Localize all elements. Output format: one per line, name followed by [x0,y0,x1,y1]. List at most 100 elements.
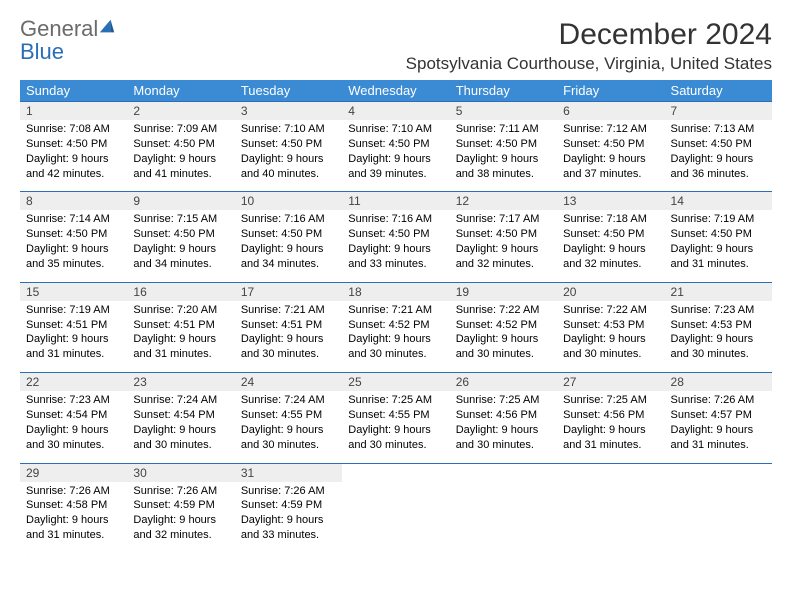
sunrise-line: Sunrise: 7:16 AM [348,212,443,227]
sunset-line: Sunset: 4:51 PM [241,318,336,333]
daylight-line: Daylight: 9 hours and 41 minutes. [133,152,228,182]
day-number-cell: 12 [450,192,557,211]
day-number-row: 22232425262728 [20,373,772,392]
day-number-cell: 22 [20,373,127,392]
day-body-cell [665,482,772,553]
day-body-cell: Sunrise: 7:25 AMSunset: 4:55 PMDaylight:… [342,391,449,463]
sunset-line: Sunset: 4:50 PM [456,227,551,242]
day-body-row: Sunrise: 7:19 AMSunset: 4:51 PMDaylight:… [20,301,772,373]
day-number-cell: 1 [20,102,127,121]
logo-text-general: General [20,16,98,41]
day-number-cell: 30 [127,463,234,482]
day-body-cell: Sunrise: 7:19 AMSunset: 4:51 PMDaylight:… [20,301,127,373]
day-number-cell: 5 [450,102,557,121]
sunrise-line: Sunrise: 7:26 AM [671,393,766,408]
logo-text-blue: Blue [20,39,64,64]
sunset-line: Sunset: 4:50 PM [133,137,228,152]
day-number-cell: 6 [557,102,664,121]
day-number-row: 15161718192021 [20,282,772,301]
day-number-cell: 20 [557,282,664,301]
day-body-cell: Sunrise: 7:24 AMSunset: 4:54 PMDaylight:… [127,391,234,463]
sunset-line: Sunset: 4:59 PM [241,498,336,513]
sunset-line: Sunset: 4:51 PM [26,318,121,333]
month-title: December 2024 [406,18,772,52]
sunset-line: Sunset: 4:53 PM [563,318,658,333]
day-number-cell: 3 [235,102,342,121]
daylight-line: Daylight: 9 hours and 31 minutes. [671,423,766,453]
sunrise-line: Sunrise: 7:14 AM [26,212,121,227]
day-number-cell: 2 [127,102,234,121]
day-body-cell: Sunrise: 7:10 AMSunset: 4:50 PMDaylight:… [235,120,342,192]
daylight-line: Daylight: 9 hours and 33 minutes. [241,513,336,543]
day-body-cell: Sunrise: 7:22 AMSunset: 4:53 PMDaylight:… [557,301,664,373]
daylight-line: Daylight: 9 hours and 37 minutes. [563,152,658,182]
day-number-cell: 29 [20,463,127,482]
daylight-line: Daylight: 9 hours and 30 minutes. [241,423,336,453]
daylight-line: Daylight: 9 hours and 30 minutes. [671,332,766,362]
sunrise-line: Sunrise: 7:08 AM [26,122,121,137]
day-body-cell [450,482,557,553]
sunset-line: Sunset: 4:50 PM [26,227,121,242]
day-number-row: 293031 [20,463,772,482]
sunset-line: Sunset: 4:50 PM [26,137,121,152]
day-body-cell: Sunrise: 7:26 AMSunset: 4:59 PMDaylight:… [127,482,234,553]
daylight-line: Daylight: 9 hours and 30 minutes. [348,423,443,453]
day-body-cell: Sunrise: 7:09 AMSunset: 4:50 PMDaylight:… [127,120,234,192]
day-number-cell: 11 [342,192,449,211]
sunset-line: Sunset: 4:50 PM [348,137,443,152]
day-body-cell: Sunrise: 7:21 AMSunset: 4:52 PMDaylight:… [342,301,449,373]
daylight-line: Daylight: 9 hours and 30 minutes. [241,332,336,362]
daylight-line: Daylight: 9 hours and 30 minutes. [456,423,551,453]
sunset-line: Sunset: 4:50 PM [241,227,336,242]
sunset-line: Sunset: 4:52 PM [348,318,443,333]
daylight-line: Daylight: 9 hours and 34 minutes. [133,242,228,272]
daylight-line: Daylight: 9 hours and 38 minutes. [456,152,551,182]
sunrise-line: Sunrise: 7:25 AM [456,393,551,408]
daylight-line: Daylight: 9 hours and 32 minutes. [456,242,551,272]
day-number-cell: 26 [450,373,557,392]
sunset-line: Sunset: 4:56 PM [563,408,658,423]
sunrise-line: Sunrise: 7:21 AM [348,303,443,318]
sunrise-line: Sunrise: 7:15 AM [133,212,228,227]
day-body-cell: Sunrise: 7:26 AMSunset: 4:57 PMDaylight:… [665,391,772,463]
day-header-tuesday: Tuesday [235,80,342,102]
day-header-monday: Monday [127,80,234,102]
daylight-line: Daylight: 9 hours and 33 minutes. [348,242,443,272]
day-header-saturday: Saturday [665,80,772,102]
daylight-line: Daylight: 9 hours and 31 minutes. [26,513,121,543]
day-body-cell: Sunrise: 7:14 AMSunset: 4:50 PMDaylight:… [20,210,127,282]
day-body-cell: Sunrise: 7:08 AMSunset: 4:50 PMDaylight:… [20,120,127,192]
day-body-cell [557,482,664,553]
sunrise-line: Sunrise: 7:18 AM [563,212,658,227]
day-body-cell: Sunrise: 7:16 AMSunset: 4:50 PMDaylight:… [342,210,449,282]
sunset-line: Sunset: 4:59 PM [133,498,228,513]
day-body-cell: Sunrise: 7:11 AMSunset: 4:50 PMDaylight:… [450,120,557,192]
day-header-friday: Friday [557,80,664,102]
sunset-line: Sunset: 4:54 PM [26,408,121,423]
sunset-line: Sunset: 4:50 PM [348,227,443,242]
sunset-line: Sunset: 4:58 PM [26,498,121,513]
sunrise-line: Sunrise: 7:19 AM [671,212,766,227]
sunrise-line: Sunrise: 7:10 AM [241,122,336,137]
day-body-cell: Sunrise: 7:25 AMSunset: 4:56 PMDaylight:… [450,391,557,463]
sunset-line: Sunset: 4:54 PM [133,408,228,423]
day-body-cell: Sunrise: 7:25 AMSunset: 4:56 PMDaylight:… [557,391,664,463]
day-body-cell: Sunrise: 7:23 AMSunset: 4:53 PMDaylight:… [665,301,772,373]
sunset-line: Sunset: 4:51 PM [133,318,228,333]
day-number-cell: 21 [665,282,772,301]
day-body-cell: Sunrise: 7:21 AMSunset: 4:51 PMDaylight:… [235,301,342,373]
sunset-line: Sunset: 4:50 PM [671,137,766,152]
daylight-line: Daylight: 9 hours and 31 minutes. [133,332,228,362]
sunrise-line: Sunrise: 7:09 AM [133,122,228,137]
day-number-row: 1234567 [20,102,772,121]
day-number-row: 891011121314 [20,192,772,211]
day-body-cell: Sunrise: 7:26 AMSunset: 4:59 PMDaylight:… [235,482,342,553]
day-number-cell: 8 [20,192,127,211]
daylight-line: Daylight: 9 hours and 31 minutes. [26,332,121,362]
day-number-cell [665,463,772,482]
day-header-wednesday: Wednesday [342,80,449,102]
daylight-line: Daylight: 9 hours and 40 minutes. [241,152,336,182]
day-number-cell: 28 [665,373,772,392]
day-number-cell: 10 [235,192,342,211]
daylight-line: Daylight: 9 hours and 42 minutes. [26,152,121,182]
